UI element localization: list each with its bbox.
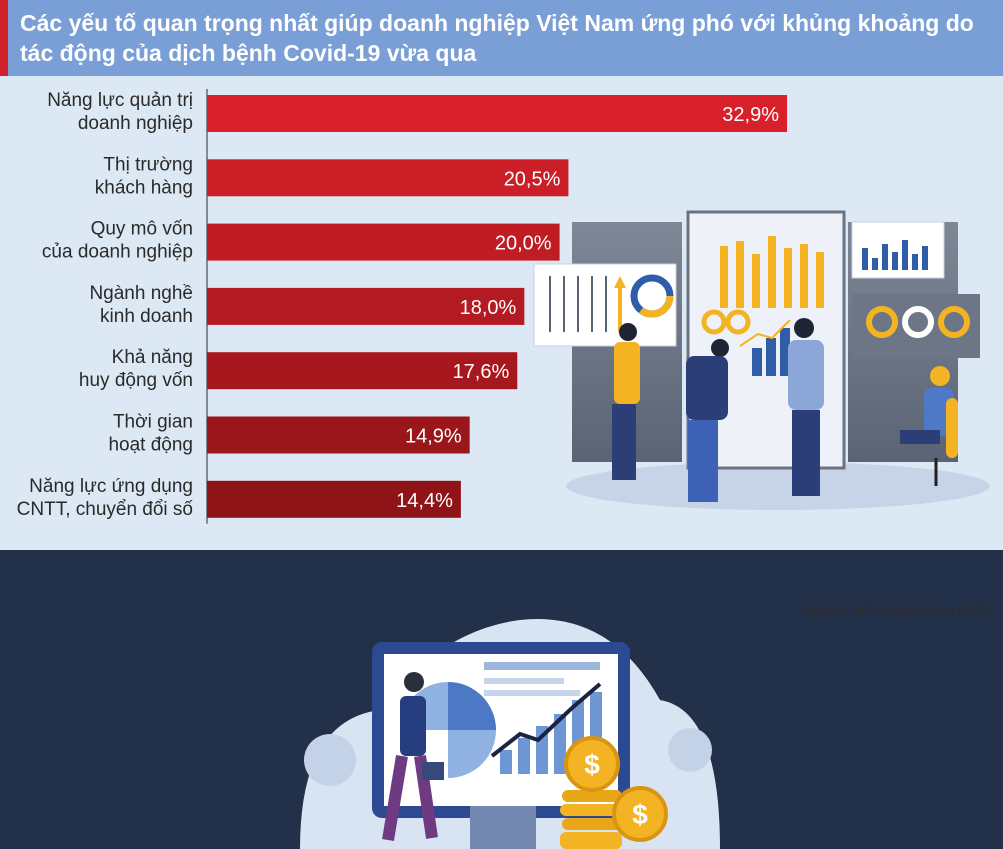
bar-0 (207, 95, 788, 132)
category-label-3-line-1: kinh doanh (100, 306, 193, 327)
bar-5 (207, 416, 470, 454)
category-label-1-line-1: khách hàng (95, 177, 193, 198)
bar-6 (207, 480, 461, 518)
bar-2 (207, 223, 560, 261)
bar-value-label-6: 14,4% (396, 490, 453, 512)
bar-1 (207, 159, 569, 197)
category-label-4-line-0: Khả năng (112, 347, 193, 368)
bar-3 (207, 287, 525, 325)
category-label-2-line-0: Quy mô vốn (91, 219, 193, 240)
business-team-illustration (533, 210, 990, 510)
category-label-3-line-0: Ngành nghề (89, 283, 193, 304)
bar-4 (207, 352, 518, 390)
bar-value-label-1: 20,5% (504, 168, 561, 190)
analytics-monitor-illustration: $ $ (300, 619, 720, 849)
bars-group: 32,9% 20,5% 20,0% 18,0% 17,6% 14,9% 14,4% (206, 89, 788, 524)
chart-title: Các yếu tố quan trọng nhất giúp doanh ng… (20, 10, 974, 66)
category-label-6-line-1: CNTT, chuyển đổi số (17, 499, 194, 520)
bar-value-label-4: 17,6% (453, 361, 510, 383)
category-label-2-line-1: của doanh nghiệp (42, 242, 193, 263)
header-accent-bar (0, 0, 8, 76)
svg-text:$: $ (632, 799, 648, 830)
category-label-0-line-1: doanh nghiệp (78, 113, 193, 134)
category-label-5-line-1: hoạt động (108, 435, 193, 456)
category-label-6-line-0: Năng lực ứng dụng (29, 476, 193, 497)
bar-chart: 32,9% 20,5% 20,0% 18,0% 17,6% 14,9% 14,4% Năng… (17, 89, 990, 524)
bar-value-label-3: 18,0% (460, 297, 517, 319)
bar-value-label-5: 14,9% (405, 426, 462, 448)
category-label-0-line-0: Năng lực quản trị (47, 90, 193, 111)
source-note: Nguồn: MPI-Aus4reform 2022 (803, 602, 989, 618)
category-label-4-line-1: huy động vốn (79, 370, 193, 391)
chart-header: Các yếu tố quan trọng nhất giúp doanh ng… (0, 0, 1003, 76)
svg-text:$: $ (584, 749, 600, 780)
gold-coins-icon: $ $ (560, 736, 668, 849)
category-label-1-line-0: Thị trường (103, 154, 193, 175)
category-label-5-line-0: Thời gian (113, 412, 193, 433)
chart-panel: 32,9% 20,5% 20,0% 18,0% 17,6% 14,9% 14,4% Năng… (0, 76, 1003, 618)
bar-value-label-2: 20,0% (495, 233, 552, 255)
bar-value-label-0: 32,9% (722, 104, 779, 126)
